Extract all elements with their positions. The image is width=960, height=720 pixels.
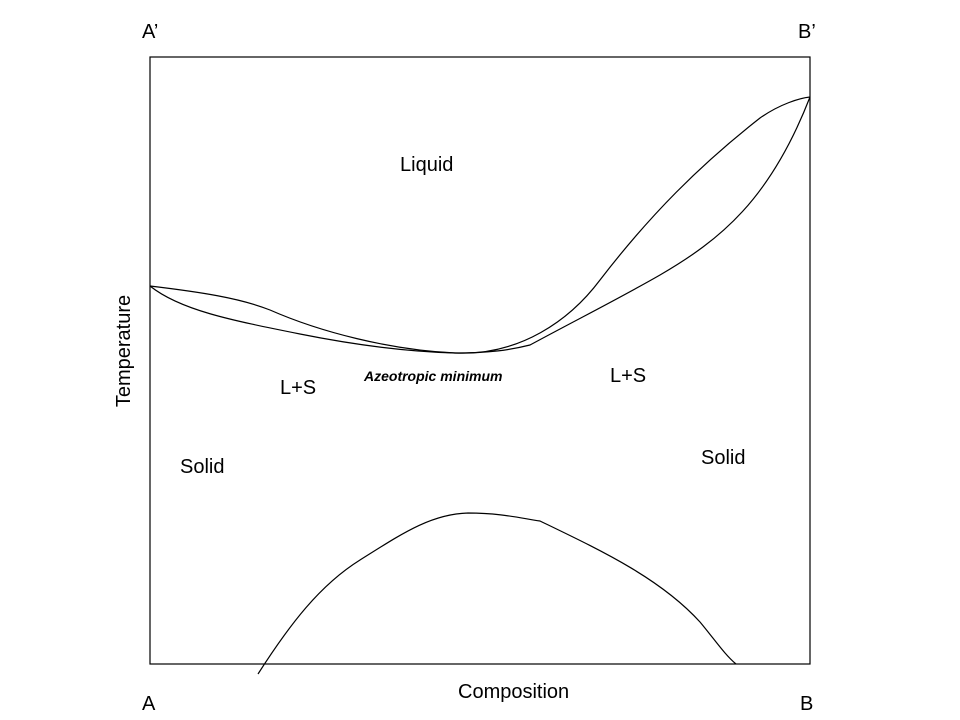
region-label-left-two-phase: L+S [280,377,317,399]
region-label-right-solid: Solid [701,447,746,469]
corner-label-a: A [142,693,156,715]
azeotrope-annotation: Azeotropic minimum [364,368,503,384]
solidus-curve [149,96,811,354]
x-axis-label: Composition [458,681,570,703]
region-label-right-two-phase: L+S [610,365,647,387]
region-label-liquid: Liquid [400,154,454,176]
corner-label-b: B [800,693,814,715]
region-label-left-solid: Solid [180,456,225,478]
y-axis-label: Temperature [113,294,135,408]
plot-frame [149,56,811,665]
corner-label-b-prime: B’ [798,21,816,43]
solvus-dome [257,512,737,675]
liquidus-curve [149,96,811,354]
corner-label-a-prime: A’ [142,21,159,43]
